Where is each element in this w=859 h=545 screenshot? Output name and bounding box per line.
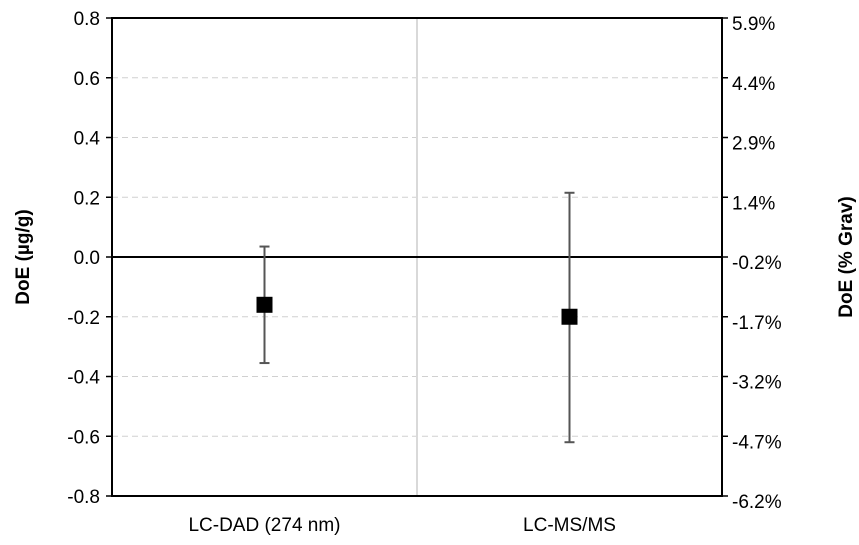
secondary-y-axis-label: DoE (% Grav) <box>836 196 857 317</box>
y2-tick-label: -4.7% <box>732 432 782 453</box>
y-tick-label: -0.6 <box>67 427 100 448</box>
y-tick-label: -0.8 <box>67 487 100 508</box>
y2-tick-label: 1.4% <box>732 193 775 214</box>
y2-tick-label: 5.9% <box>732 14 775 35</box>
data-marks <box>256 191 578 444</box>
y-tick-label: -0.4 <box>67 368 100 389</box>
y2-tick-label: 2.9% <box>732 134 775 155</box>
data-point-marker <box>561 308 578 325</box>
y-tick-label: -0.2 <box>67 308 100 329</box>
y2-tick-label: -0.2% <box>732 253 782 274</box>
data-point-marker <box>256 296 273 313</box>
y2-tick-label: 4.4% <box>732 74 775 95</box>
right-axis-ticks: 5.9% 4.4% 2.9% 1.4% -0.2% -1.7% -3.2% -4.7% -6.2… <box>722 14 782 513</box>
y-tick-label: 0.4 <box>74 129 101 150</box>
y-axis-label: DoE (µg/g) <box>13 209 34 304</box>
y-tick-label: 0.0 <box>74 248 100 269</box>
x-axis-ticks: LC-DAD (274 nm) LC-MS/MS <box>188 515 615 536</box>
x-tick-label: LC-MS/MS <box>523 515 616 536</box>
y-tick-label: 0.8 <box>74 9 100 30</box>
x-tick-label: LC-DAD (274 nm) <box>188 515 340 536</box>
left-axis-ticks: 0.8 0.6 0.4 0.2 0.0 -0.2 -0.4 -0.6 -0.8 <box>67 9 112 508</box>
y2-tick-label: -3.2% <box>732 373 782 394</box>
y2-tick-label: -6.2% <box>732 492 782 513</box>
y-tick-label: 0.6 <box>74 69 100 90</box>
y-tick-label: 0.2 <box>74 188 100 209</box>
y2-tick-label: -1.7% <box>732 313 782 334</box>
